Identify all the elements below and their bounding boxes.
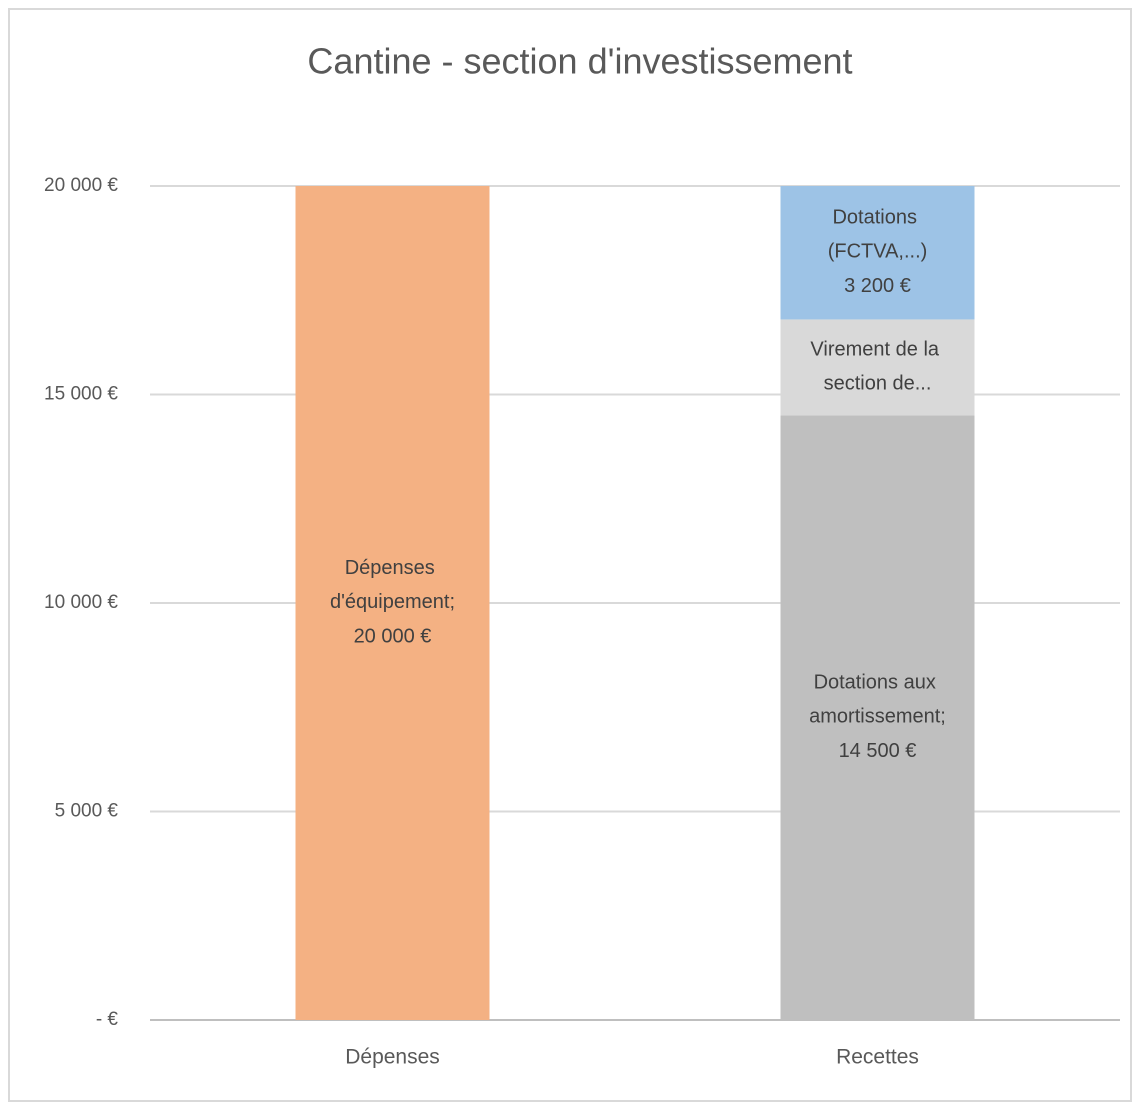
x-tick-label: Dépenses <box>345 1046 440 1069</box>
bar-segment <box>295 186 490 1020</box>
bar-segment <box>780 186 975 320</box>
segment-value: 3 200 € <box>844 275 911 297</box>
y-tick-label: 10 000 € <box>44 592 118 613</box>
bar-segment <box>780 415 975 1021</box>
segment-name: Dotations aux amortissement; <box>809 672 946 728</box>
y-tick-label: 5 000 € <box>55 801 119 822</box>
y-tick-label: 15 000 € <box>44 384 118 405</box>
segment-name: Dépenses d'équipement; <box>330 557 455 613</box>
bar-segment <box>780 319 975 416</box>
x-tick-label: Recettes <box>836 1046 919 1069</box>
segment-value: 14 500 € <box>839 740 917 762</box>
y-tick-label: 20 000 € <box>44 175 118 196</box>
segment-name: Virement de la section de... <box>810 339 944 395</box>
y-tick-label: - € <box>96 1009 119 1030</box>
segment-name: Dotations (FCTVA,...) <box>828 207 928 263</box>
segment-value: 20 000 € <box>354 625 432 647</box>
chart-title: Cantine - section d'investissement <box>307 41 852 82</box>
